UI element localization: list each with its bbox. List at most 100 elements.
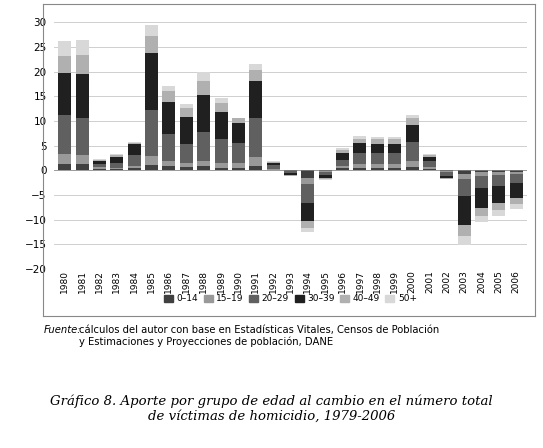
Bar bbox=[301, 203, 314, 221]
Bar bbox=[458, 236, 471, 245]
Bar bbox=[336, 166, 349, 168]
Text: Gráfico 8. Aporte por grupo de edad al cambio en el número total
de víctimas de : Gráfico 8. Aporte por grupo de edad al c… bbox=[50, 394, 493, 423]
Bar bbox=[284, 171, 297, 173]
Bar bbox=[353, 168, 367, 170]
Bar bbox=[353, 153, 367, 164]
Bar bbox=[128, 168, 141, 170]
Bar bbox=[475, 170, 488, 172]
Bar bbox=[180, 163, 193, 167]
Bar bbox=[406, 118, 419, 125]
Legend: 0–14, 15–19, 20–29, 30–39, 40–49, 50+: 0–14, 15–19, 20–29, 30–39, 40–49, 50+ bbox=[160, 291, 421, 307]
Bar bbox=[371, 144, 384, 154]
Bar bbox=[458, 170, 471, 174]
Bar bbox=[458, 179, 471, 196]
Bar bbox=[493, 203, 506, 210]
Bar bbox=[301, 184, 314, 203]
Bar bbox=[128, 155, 141, 166]
Bar bbox=[75, 118, 89, 155]
Bar bbox=[214, 112, 228, 139]
Bar bbox=[214, 139, 228, 164]
Bar bbox=[145, 156, 158, 165]
Bar bbox=[353, 136, 367, 139]
Bar bbox=[249, 166, 262, 170]
Bar bbox=[423, 154, 436, 155]
Bar bbox=[197, 161, 210, 166]
Bar bbox=[180, 103, 193, 108]
Bar bbox=[388, 164, 401, 168]
Bar bbox=[423, 161, 436, 167]
Bar bbox=[145, 110, 158, 156]
Bar bbox=[180, 167, 193, 170]
Bar bbox=[128, 142, 141, 144]
Bar bbox=[493, 170, 506, 172]
Bar bbox=[214, 98, 228, 103]
Bar bbox=[197, 132, 210, 161]
Bar bbox=[75, 56, 89, 74]
Bar bbox=[319, 179, 332, 180]
Bar bbox=[336, 148, 349, 150]
Bar bbox=[371, 164, 384, 168]
Bar bbox=[284, 170, 297, 171]
Text: Fuente:: Fuente: bbox=[43, 325, 81, 335]
Bar bbox=[110, 168, 123, 169]
Bar bbox=[162, 102, 175, 134]
Bar bbox=[510, 174, 523, 183]
Bar bbox=[388, 144, 401, 154]
Bar bbox=[75, 164, 89, 170]
Bar bbox=[371, 137, 384, 139]
Bar bbox=[336, 150, 349, 154]
Bar bbox=[440, 171, 453, 172]
Bar bbox=[197, 166, 210, 170]
Bar bbox=[353, 143, 367, 153]
Bar bbox=[319, 171, 332, 172]
Bar bbox=[93, 164, 106, 167]
Bar bbox=[475, 188, 488, 208]
Bar bbox=[475, 216, 488, 223]
Bar bbox=[423, 157, 436, 161]
Bar bbox=[336, 160, 349, 166]
Bar bbox=[475, 176, 488, 188]
Bar bbox=[75, 74, 89, 118]
Bar bbox=[110, 163, 123, 168]
Bar bbox=[93, 167, 106, 169]
Bar bbox=[267, 162, 280, 163]
Bar bbox=[214, 164, 228, 168]
Bar bbox=[249, 157, 262, 166]
Bar bbox=[319, 172, 332, 175]
Bar bbox=[423, 167, 436, 169]
Bar bbox=[493, 172, 506, 175]
Bar bbox=[232, 123, 245, 143]
Bar bbox=[93, 161, 106, 164]
Bar bbox=[249, 81, 262, 118]
Bar bbox=[406, 142, 419, 161]
Bar bbox=[406, 125, 419, 142]
Bar bbox=[93, 169, 106, 170]
Bar bbox=[197, 81, 210, 95]
Bar bbox=[406, 167, 419, 170]
Bar bbox=[440, 172, 453, 176]
Bar bbox=[267, 161, 280, 162]
Bar bbox=[388, 168, 401, 170]
Bar bbox=[301, 170, 314, 177]
Bar bbox=[319, 170, 332, 171]
Bar bbox=[493, 175, 506, 186]
Bar bbox=[162, 161, 175, 166]
Bar bbox=[180, 144, 193, 163]
Bar bbox=[249, 118, 262, 157]
Bar bbox=[58, 115, 71, 155]
Bar bbox=[197, 72, 210, 81]
Bar bbox=[406, 115, 419, 118]
Bar bbox=[232, 163, 245, 168]
Text: cálculos del autor con base en Estadísticas Vitales, Censos de Población
y Estim: cálculos del autor con base en Estadísti… bbox=[79, 325, 439, 347]
Bar bbox=[301, 221, 314, 228]
Bar bbox=[440, 177, 453, 179]
Bar bbox=[145, 25, 158, 36]
Bar bbox=[423, 155, 436, 157]
Bar bbox=[58, 56, 71, 73]
Bar bbox=[388, 137, 401, 139]
Bar bbox=[162, 86, 175, 91]
Bar bbox=[510, 183, 523, 198]
Bar bbox=[458, 196, 471, 225]
Bar bbox=[93, 160, 106, 161]
Bar bbox=[110, 169, 123, 170]
